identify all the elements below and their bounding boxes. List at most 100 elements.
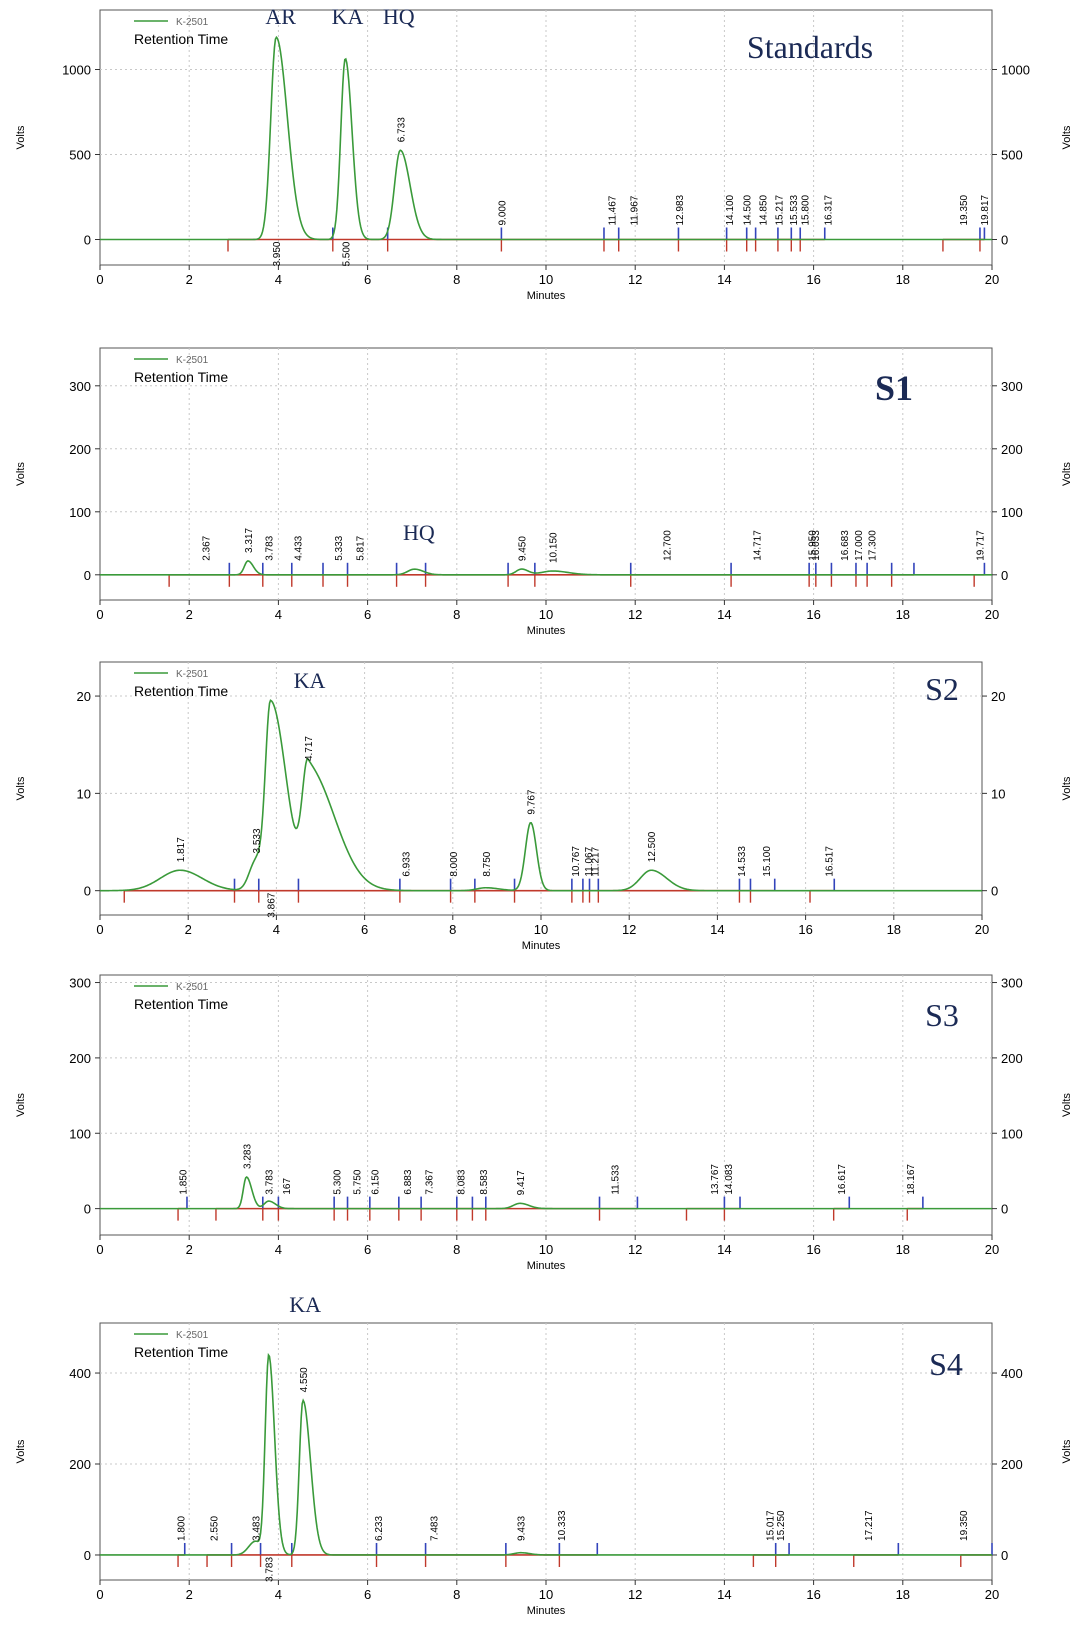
x-tick-label: 6 xyxy=(364,1242,371,1257)
legend-series: K-2501 xyxy=(176,1330,209,1341)
x-tick-label: 16 xyxy=(798,922,812,937)
y-tick-label-right: 300 xyxy=(1001,976,1023,991)
chromatogram-trace xyxy=(100,35,992,241)
y-axis-title: Volts xyxy=(15,125,27,149)
chromatogram-trace xyxy=(100,1175,992,1210)
x-tick-label: 20 xyxy=(975,922,989,937)
retention-time-label: 6.733 xyxy=(396,117,407,142)
x-tick-label: 0 xyxy=(96,922,103,937)
x-tick-label: 6 xyxy=(364,272,371,287)
chromatogram-trace xyxy=(100,699,982,892)
compound-annotation: KA xyxy=(332,4,364,29)
retention-time-label: 1.850 xyxy=(179,1169,190,1194)
retention-time-label: 19.717 xyxy=(975,530,986,561)
x-tick-label: 6 xyxy=(361,922,368,937)
y-tick-label-right: 1000 xyxy=(1001,63,1030,78)
retention-time-label: 2.367 xyxy=(202,535,213,560)
panel-label: S1 xyxy=(875,368,913,408)
y-tick-label: 500 xyxy=(69,148,91,163)
x-tick-label: 10 xyxy=(539,607,553,622)
retention-time-label: 15.217 xyxy=(775,194,786,225)
x-tick-label: 2 xyxy=(186,1242,193,1257)
retention-time-label: 11.217 xyxy=(591,846,602,876)
y-tick-label-right: 0 xyxy=(1001,233,1008,248)
retention-time-label: 3.783 xyxy=(265,1169,276,1194)
y-tick-label: 0 xyxy=(84,568,91,583)
retention-time-label: 5.300 xyxy=(332,1169,343,1194)
retention-time-label: 19.350 xyxy=(959,194,970,225)
x-tick-label: 8 xyxy=(453,1587,460,1602)
retention-time-label: 16.317 xyxy=(824,194,835,225)
y-tick-label: 300 xyxy=(69,379,91,394)
y-tick-label-right: 500 xyxy=(1001,148,1023,163)
x-tick-label: 14 xyxy=(717,1587,731,1602)
x-tick-label: 16 xyxy=(806,607,820,622)
retention-time-label: 12.983 xyxy=(675,194,686,225)
y-tick-label: 1000 xyxy=(62,63,91,78)
retention-time-label: 1.817 xyxy=(176,837,187,862)
y-tick-label-right: 200 xyxy=(1001,1457,1023,1472)
x-tick-label: 18 xyxy=(896,1587,910,1602)
retention-time-label: 15.250 xyxy=(776,1510,787,1541)
y-tick-label-right: 100 xyxy=(1001,1126,1023,1141)
x-axis-title: Minutes xyxy=(522,940,561,952)
panel-label: S3 xyxy=(925,997,959,1033)
legend-series: K-2501 xyxy=(176,982,209,993)
retention-time-label: 11.067 xyxy=(584,846,595,876)
x-tick-label: 6 xyxy=(364,1587,371,1602)
retention-time-label: 17.300 xyxy=(868,530,879,561)
x-tick-label: 0 xyxy=(96,272,103,287)
retention-time-label: 3.533 xyxy=(252,828,263,853)
x-tick-label: 20 xyxy=(985,1242,999,1257)
x-axis-title: Minutes xyxy=(527,1605,566,1617)
x-tick-label: 10 xyxy=(539,1587,553,1602)
retention-time-label: 5.750 xyxy=(352,1169,363,1194)
x-tick-label: 20 xyxy=(985,607,999,622)
retention-time-label: 14.083 xyxy=(724,1164,735,1195)
x-tick-label: 6 xyxy=(364,607,371,622)
x-tick-label: 4 xyxy=(275,1587,282,1602)
y-axis-title-right: Volts xyxy=(1061,776,1073,800)
retention-time-label: 7.367 xyxy=(425,1169,436,1194)
retention-time-label: 2.550 xyxy=(210,1516,221,1541)
legend-text: Retention Time xyxy=(134,31,228,47)
x-tick-label: 8 xyxy=(453,272,460,287)
y-axis-title-right: Volts xyxy=(1061,462,1073,486)
legend-text: Retention Time xyxy=(134,369,228,385)
y-tick-label-right: 0 xyxy=(1001,568,1008,583)
retention-time-label: 17.000 xyxy=(854,530,865,561)
x-axis-title: Minutes xyxy=(527,625,566,637)
x-tick-label: 8 xyxy=(453,1242,460,1257)
retention-time-label: 16.033 xyxy=(811,530,822,561)
retention-time-label: 15.100 xyxy=(762,846,773,877)
legend-text: Retention Time xyxy=(134,996,228,1012)
compound-annotation: KA xyxy=(294,668,326,693)
retention-time-label: 14.533 xyxy=(737,846,748,877)
y-tick-label: 400 xyxy=(69,1366,91,1381)
x-tick-label: 4 xyxy=(275,607,282,622)
y-tick-label-right: 200 xyxy=(1001,442,1023,457)
x-tick-label: 16 xyxy=(806,1242,820,1257)
chromatogram-trace xyxy=(100,560,992,576)
x-tick-label: 18 xyxy=(896,607,910,622)
retention-time-label: 3.317 xyxy=(244,527,255,552)
x-tick-label: 4 xyxy=(275,272,282,287)
y-axis-title-right: Volts xyxy=(1061,125,1073,149)
y-tick-label: 200 xyxy=(69,1051,91,1066)
x-tick-label: 14 xyxy=(717,607,731,622)
x-tick-label: 20 xyxy=(985,1587,999,1602)
retention-time-label: 4.717 xyxy=(304,736,315,761)
x-tick-label: 8 xyxy=(449,922,456,937)
y-axis-title: Volts xyxy=(15,462,27,486)
y-axis-title-right: Volts xyxy=(1061,1093,1073,1117)
x-tick-label: 18 xyxy=(887,922,901,937)
y-tick-label-right: 0 xyxy=(1001,1202,1008,1217)
compound-annotation: HQ xyxy=(383,4,415,29)
y-tick-label: 200 xyxy=(69,442,91,457)
x-tick-label: 12 xyxy=(628,1587,642,1602)
retention-time-label: 17.217 xyxy=(864,1510,875,1541)
retention-time-label: 9.000 xyxy=(497,200,508,225)
y-axis-title: Volts xyxy=(15,1439,27,1463)
retention-time-label: 3.867 xyxy=(267,892,278,917)
